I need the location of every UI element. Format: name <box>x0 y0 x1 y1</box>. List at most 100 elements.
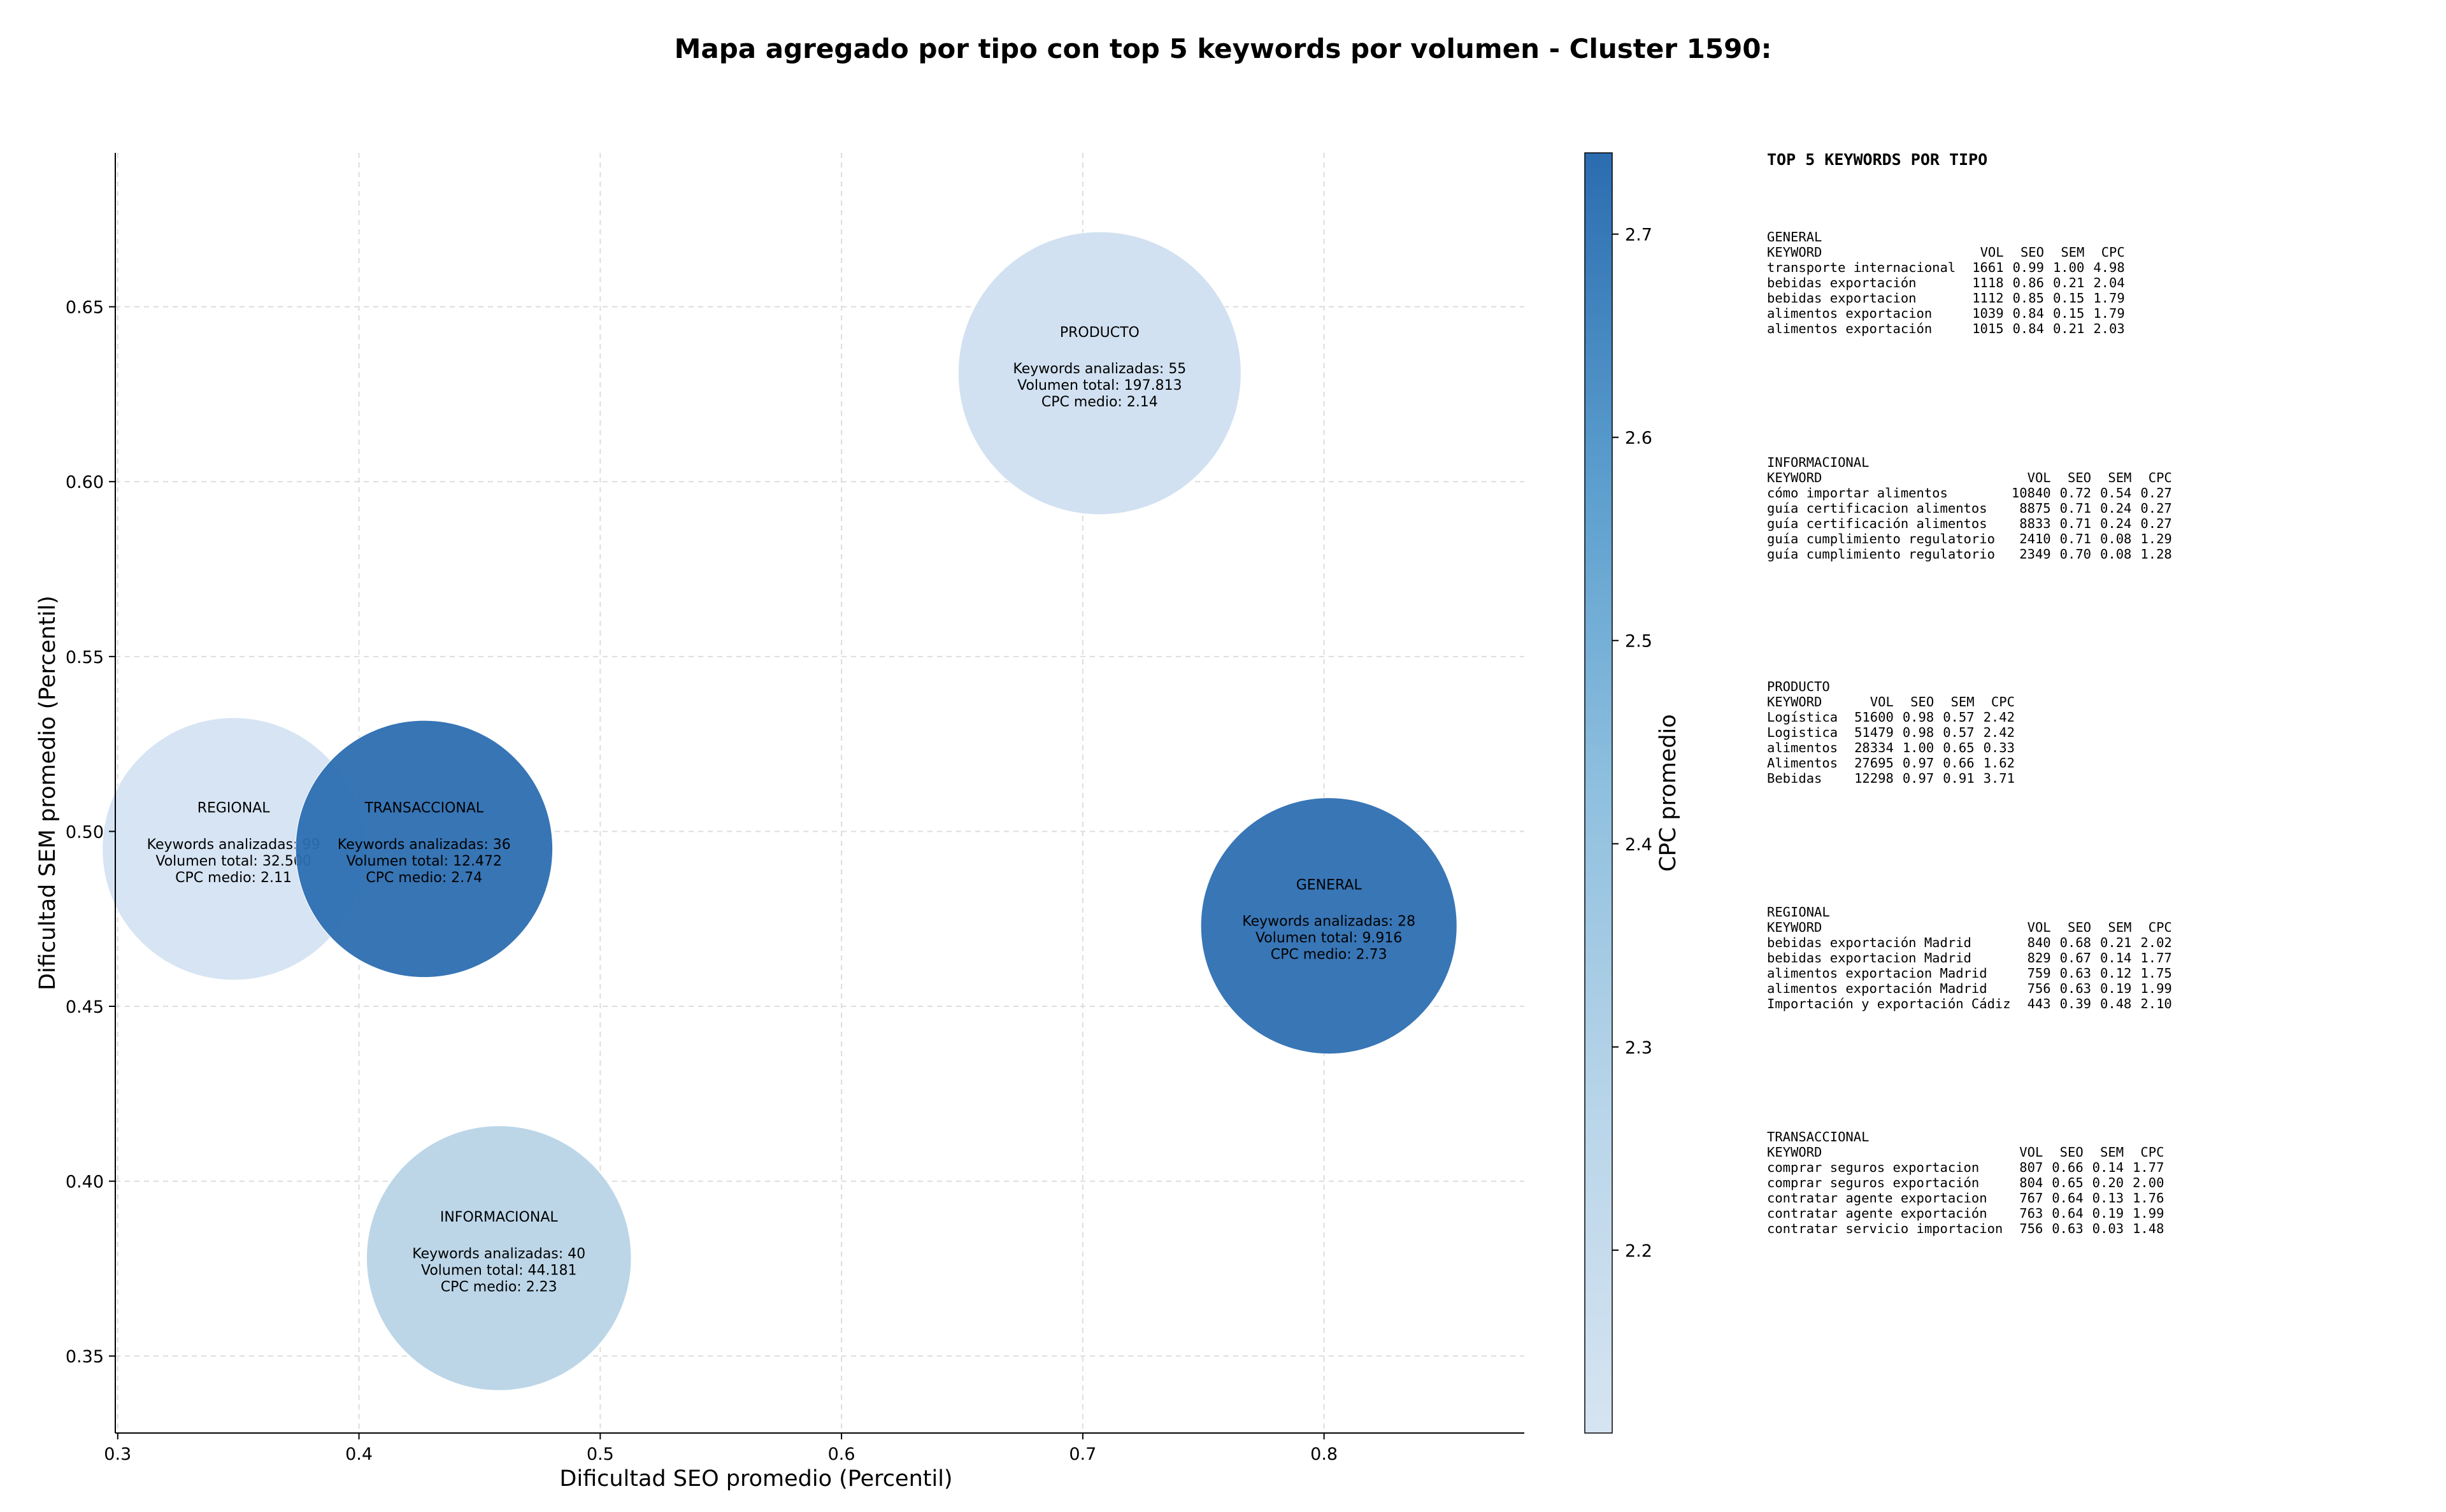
keyword-table: KEYWORD VOL SEO SEM CPC comprar seguros expor… <box>1767 1145 2173 1236</box>
keyword-table-row: Alimentos 27695 0.97 0.66 1.62 <box>1767 755 2024 771</box>
keyword-table-cell: 1.76 <box>2133 1190 2164 1206</box>
keyword-table-cell: contratar servicio importacion <box>1767 1221 2003 1236</box>
keyword-table-cell: 0.54 <box>2100 485 2132 501</box>
bubble-volume-label: Volumen total: 32.500 <box>155 853 311 869</box>
keyword-table-header: KEYWORD VOL SEO SEM CPC <box>1767 694 2024 710</box>
keyword-table-cell: 0.85 <box>2012 290 2044 306</box>
keyword-table-cell: 51479 <box>1854 725 1894 740</box>
keyword-block-title: PRODUCTO <box>1767 679 1830 694</box>
keyword-table-cell: 0.14 <box>2100 950 2132 966</box>
keyword-table-cell: 0.64 <box>2052 1190 2084 1206</box>
keyword-table-header-cell: CPC <box>2140 1145 2164 1160</box>
keyword-table-header-cell: SEO <box>2067 470 2092 485</box>
keyword-table-cell: comprar seguros exportación <box>1767 1175 1980 1190</box>
keyword-table-header: KEYWORD VOL SEO SEM CPC <box>1767 920 2181 935</box>
keyword-table-cell: Importación y exportación Cádiz <box>1767 996 2011 1011</box>
keyword-table-cell: 0.57 <box>1943 710 1975 725</box>
bubble-keywords-label: Keywords analizadas: 99 <box>147 837 320 853</box>
bubble-cpc-label: CPC medio: 2.11 <box>175 870 292 886</box>
keyword-table-cell: 0.84 <box>2012 306 2044 321</box>
keyword-table-cell: 1015 <box>1972 321 2004 336</box>
keyword-table-cell: 2.10 <box>2140 996 2172 1011</box>
keyword-table-header-cell: CPC <box>2148 470 2172 485</box>
keyword-table-cell: 767 <box>2019 1190 2043 1206</box>
y-tick-label: 0.65 <box>66 298 104 318</box>
keyword-table-cell: 0.71 <box>2059 531 2092 546</box>
bubble-type-label: INFORMACIONAL <box>440 1209 559 1225</box>
keyword-table-cell: 0.66 <box>1943 755 1975 771</box>
keyword-table-cell: 0.08 <box>2100 546 2132 562</box>
keyword-table-row: comprar seguros exportación 804 0.65 0.20 2.… <box>1767 1175 2173 1190</box>
keyword-table-cell: 756 <box>2019 1221 2043 1236</box>
keyword-table-header-cell: KEYWORD <box>1767 920 1822 935</box>
keyword-table-header-cell: KEYWORD <box>1767 1145 1822 1160</box>
keyword-block-title: GENERAL <box>1767 229 1822 245</box>
bubble-volume-label: Volumen total: 44.181 <box>421 1262 576 1278</box>
x-tick-label: 0.8 <box>1310 1444 1338 1464</box>
keyword-table-cell: 1.79 <box>2093 306 2125 321</box>
keyword-table-cell: alimentos <box>1767 740 1838 755</box>
bubble-keywords-label: Keywords analizadas: 28 <box>1242 914 1415 930</box>
keyword-table-cell: 0.66 <box>2052 1160 2084 1175</box>
keyword-table-cell: 0.27 <box>2140 516 2172 531</box>
keyword-table-cell: 756 <box>2027 981 2051 996</box>
keyword-table-cell: guía cumplimiento regulatorio <box>1767 531 1995 546</box>
keyword-table-cell: 0.71 <box>2059 501 2092 516</box>
keyword-block-title: REGIONAL <box>1767 904 1830 920</box>
keyword-table-cell: 1.00 <box>2052 260 2085 275</box>
keyword-block-informacional: INFORMACIONAL KEYWORD VOL SEO SEM CPC cómo imp… <box>1767 455 2181 562</box>
colorbar-tick-label: 2.3 <box>1625 1038 1652 1058</box>
x-tick-label: 0.7 <box>1069 1444 1096 1464</box>
keyword-table-cell: 1.99 <box>2133 1206 2164 1221</box>
keyword-table-header-cell: SEM <box>1950 694 1975 710</box>
bubble-volume-label: Volumen total: 197.813 <box>1017 378 1182 394</box>
keyword-table-cell: 1112 <box>1972 290 2004 306</box>
keyword-table-header-cell: CPC <box>2101 245 2125 260</box>
keyword-table-cell: 0.72 <box>2059 485 2092 501</box>
x-tick-label: 0.4 <box>345 1444 373 1464</box>
keyword-table-header-cell: SEO <box>1910 694 1935 710</box>
keyword-table-cell: 0.65 <box>1943 740 1975 755</box>
bubble-cpc-label: CPC medio: 2.73 <box>1271 947 1387 963</box>
keyword-table-cell: 829 <box>2027 950 2051 966</box>
keyword-table-row: alimentos exportación 1015 0.84 0.21 2.03 <box>1767 321 2134 336</box>
bubble-type-label: REGIONAL <box>197 801 271 817</box>
keyword-table-row: bebidas exportación 1118 0.86 0.21 2.04 <box>1767 275 2134 290</box>
keyword-table: KEYWORD VOL SEO SEM CPC cómo importar aliment… <box>1767 470 2181 562</box>
keyword-table-cell: bebidas exportacion Madrid <box>1767 950 1971 966</box>
keyword-table-cell: 0.48 <box>2100 996 2132 1011</box>
keyword-table-cell: 443 <box>2027 996 2051 1011</box>
keyword-table-cell: contratar agente exportación <box>1767 1206 1987 1221</box>
keyword-table-row: alimentos exportacion 1039 0.84 0.15 1.79 <box>1767 306 2134 321</box>
bubble-volume-label: Volumen total: 12.472 <box>347 853 502 869</box>
keyword-table-cell: 0.57 <box>1943 725 1975 740</box>
top-keywords-title: TOP 5 KEYWORDS POR TIPO <box>1767 150 1988 169</box>
keyword-table-cell: 2.42 <box>1983 725 2015 740</box>
keyword-table-cell: 3.71 <box>1983 771 2015 786</box>
keyword-table-row: Logistica 51479 0.98 0.57 2.42 <box>1767 725 2024 740</box>
keyword-table-cell: 0.98 <box>1902 710 1935 725</box>
bubble-type-label: PRODUCTO <box>1060 325 1140 341</box>
y-tick-label: 0.60 <box>66 473 104 492</box>
keyword-table-cell: alimentos exportación <box>1767 321 1933 336</box>
keyword-table-cell: 0.68 <box>2059 935 2092 950</box>
keyword-table-cell: 1.29 <box>2140 531 2172 546</box>
keyword-table-row: Importación y exportación Cádiz 443 0.39 0.… <box>1767 996 2181 1011</box>
y-tick-label: 0.55 <box>66 648 104 667</box>
keyword-block-producto: PRODUCTO KEYWORD VOL SEO SEM CPC Logística 5160… <box>1767 679 2024 786</box>
keyword-table-cell: bebidas exportación <box>1767 275 1917 290</box>
keyword-table-cell: 12298 <box>1854 771 1894 786</box>
bubble-label-informacional: INFORMACIONAL Keywords analizadas: 40Volu… <box>412 1209 585 1295</box>
keyword-block-title: INFORMACIONAL <box>1767 455 1870 470</box>
keyword-table-header-cell: VOL <box>1870 694 1894 710</box>
keyword-table: KEYWORD VOL SEO SEM CPC bebidas exportación M… <box>1767 920 2181 1011</box>
keyword-table-cell: 1.77 <box>2133 1160 2164 1175</box>
keyword-table-cell: cómo importar alimentos <box>1767 485 1948 501</box>
keyword-table-cell: 0.08 <box>2100 531 2132 546</box>
keyword-table-cell: 0.70 <box>2059 546 2092 562</box>
keyword-table-cell: 0.14 <box>2092 1160 2124 1175</box>
keyword-table-cell: 1.48 <box>2133 1221 2164 1236</box>
keyword-table-cell: 0.19 <box>2092 1206 2124 1221</box>
